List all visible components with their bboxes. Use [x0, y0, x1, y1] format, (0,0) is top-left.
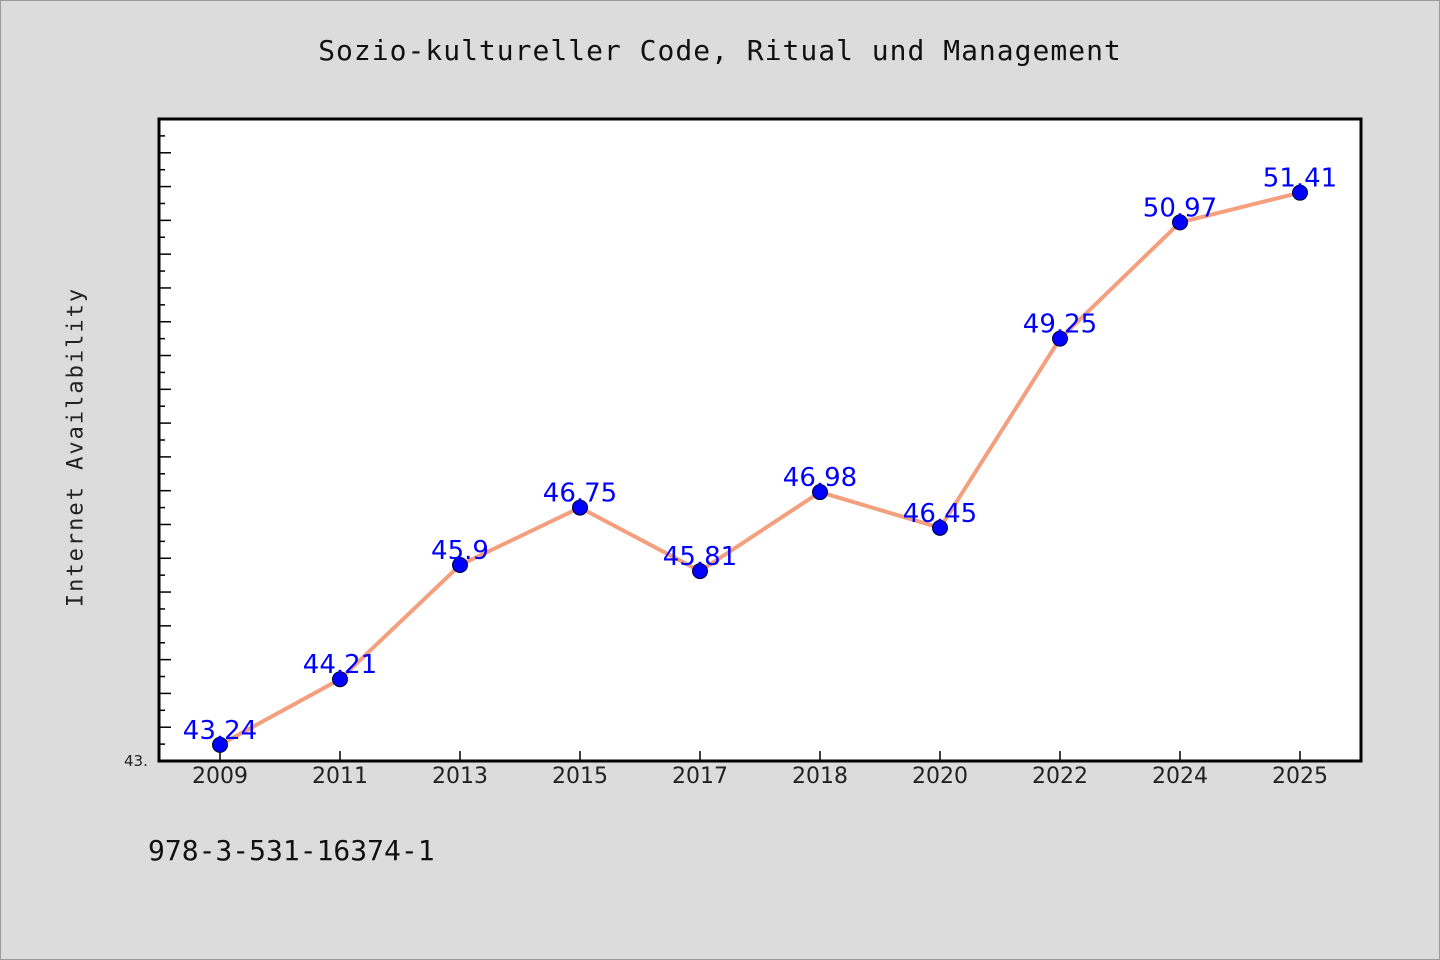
- x-tick-label: 2017: [672, 764, 728, 789]
- data-point: [572, 499, 588, 516]
- chart-title: Sozio-kultureller Code, Ritual und Manag…: [318, 34, 1122, 67]
- y-min-tick-label: 43.: [124, 752, 148, 770]
- x-tick-label: 2011: [312, 764, 368, 789]
- x-tick-label: 2013: [432, 764, 488, 789]
- data-label: 46.45: [903, 499, 977, 529]
- series-line: [218, 190, 1302, 747]
- footer-isbn: 978-3-531-16374-1: [148, 834, 435, 867]
- data-label: 45.9: [431, 536, 489, 566]
- x-tick-label: 2025: [1272, 764, 1328, 789]
- data-point: [692, 563, 708, 580]
- data-point: [1292, 184, 1308, 201]
- x-tick-label: 2024: [1152, 764, 1208, 789]
- data-label: 50.97: [1143, 193, 1217, 223]
- data-labels: 43.24 44.21 45.9 46.75 45.81 46.98 46.45 49.25 5…: [183, 164, 1337, 746]
- data-point: [812, 484, 828, 501]
- data-point: [452, 557, 468, 574]
- plot-area: [157, 117, 1363, 763]
- data-label: 45.81: [663, 542, 737, 572]
- x-tick-label: 2018: [792, 764, 848, 789]
- x-tick-label: 2015: [552, 764, 608, 789]
- data-label: 51.41: [1263, 164, 1337, 194]
- data-label: 44.21: [303, 650, 377, 680]
- x-tick-label: 2022: [1032, 764, 1088, 789]
- x-ticks: 2009 2011 2013 2015 2017 2018 2020 2022 2024 2025: [192, 751, 1328, 789]
- x-tick-label: 2009: [192, 764, 248, 789]
- data-label: 46.75: [543, 479, 617, 509]
- y-ticks: [159, 118, 171, 762]
- data-markers: [212, 184, 1308, 753]
- data-point: [932, 519, 948, 536]
- data-label: 43.24: [183, 716, 257, 746]
- data-point: [1172, 214, 1188, 231]
- data-point: [212, 736, 228, 753]
- data-point: [1052, 330, 1068, 347]
- data-label: 49.25: [1023, 310, 1097, 340]
- data-point: [332, 671, 348, 688]
- data-label: 46.98: [783, 463, 857, 493]
- x-tick-label: 2020: [912, 764, 968, 789]
